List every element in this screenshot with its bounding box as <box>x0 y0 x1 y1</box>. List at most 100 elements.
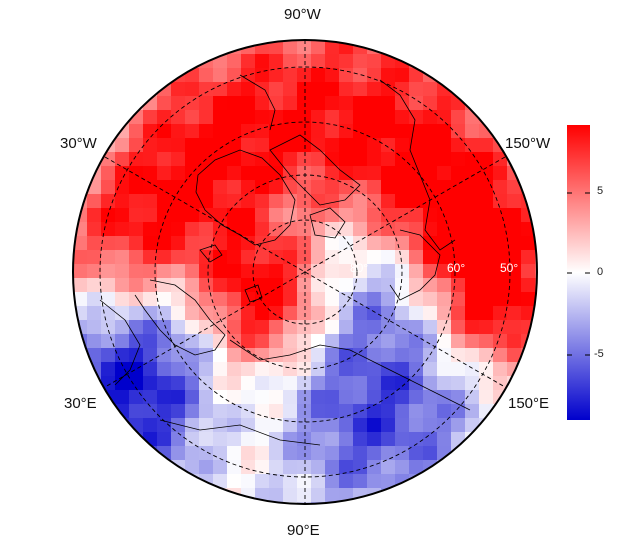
field-cell <box>157 348 172 363</box>
field-cell <box>283 362 298 377</box>
field-cell <box>339 208 354 223</box>
field-cell <box>115 208 130 223</box>
field-cell <box>199 208 214 223</box>
field-cell <box>73 278 88 293</box>
field-cell <box>269 166 284 181</box>
field-cell <box>395 208 410 223</box>
field-cell <box>493 180 508 195</box>
lon-label-bottom: 90°E <box>287 522 320 539</box>
field-cell <box>479 180 494 195</box>
field-cell <box>157 376 172 391</box>
field-cell <box>465 264 480 279</box>
field-cell <box>115 362 130 377</box>
field-cell <box>423 320 438 335</box>
latitude-labels: 80° 60° 50° <box>350 261 518 275</box>
field-cell <box>269 390 284 405</box>
field-cell <box>479 362 494 377</box>
latitude-circle <box>252 219 358 325</box>
field-cell <box>143 124 158 139</box>
field-cell <box>227 222 242 237</box>
field-cell <box>255 320 270 335</box>
field-cell <box>437 432 452 447</box>
lon-label-upper-right: 150°W <box>505 135 551 152</box>
field-cell <box>381 474 396 489</box>
field-cell <box>157 334 172 349</box>
field-cell <box>437 96 452 111</box>
field-cell <box>241 502 256 504</box>
field-cell <box>185 110 200 125</box>
field-cell <box>465 138 480 153</box>
field-cell <box>157 306 172 321</box>
field-cell <box>423 292 438 307</box>
field-cell <box>115 376 130 391</box>
field-cell <box>171 292 186 307</box>
field-cell <box>395 362 410 377</box>
field-cell <box>255 362 270 377</box>
field-cell <box>241 460 256 475</box>
lon-label-lower-right: 150°E <box>508 395 550 412</box>
field-cell <box>157 194 172 209</box>
field-cell <box>241 82 256 97</box>
field-cell <box>451 124 466 139</box>
field-cell <box>213 194 228 209</box>
field-cell <box>269 446 284 461</box>
field-cell <box>311 460 326 475</box>
field-cell <box>409 110 424 125</box>
field-cell <box>227 376 242 391</box>
field-cell <box>381 292 396 307</box>
field-cell <box>255 376 270 391</box>
field-cell <box>353 138 368 153</box>
field-cell <box>283 40 298 55</box>
field-cell <box>493 306 508 321</box>
field-cell <box>115 390 130 405</box>
field-cell <box>255 82 270 97</box>
coastline <box>199 244 223 263</box>
field-cell <box>269 404 284 419</box>
field-cell <box>269 40 284 55</box>
field-cell <box>101 362 116 377</box>
field-cell <box>213 264 228 279</box>
field-cell <box>115 236 130 251</box>
field-cell <box>465 348 480 363</box>
field-cell <box>255 418 270 433</box>
field-cell <box>227 208 242 223</box>
field-cell <box>185 250 200 265</box>
field-cell <box>507 250 522 265</box>
field-cell <box>115 348 130 363</box>
field-cell <box>227 54 242 69</box>
field-cell <box>381 460 396 475</box>
field-cell <box>423 278 438 293</box>
field-cell <box>297 474 312 489</box>
field-cell <box>213 152 228 167</box>
field-cell <box>395 250 410 265</box>
field-cell <box>297 166 312 181</box>
field-cell <box>339 376 354 391</box>
field-cell <box>311 124 326 139</box>
field-cell <box>339 306 354 321</box>
field-cell <box>339 222 354 237</box>
field-cell <box>241 264 256 279</box>
field-cell <box>255 502 270 504</box>
field-cell <box>199 446 214 461</box>
field-cell <box>395 96 410 111</box>
field-cell <box>143 376 158 391</box>
field-cell <box>171 348 186 363</box>
field-cell <box>507 180 522 195</box>
field-cell <box>213 166 228 181</box>
field-cell <box>437 68 452 83</box>
field-cell <box>241 96 256 111</box>
field-cell <box>101 194 116 209</box>
field-cell <box>283 54 298 69</box>
field-cell <box>465 404 480 419</box>
field-cell <box>423 432 438 447</box>
field-cell <box>143 138 158 153</box>
graticule <box>99 40 511 504</box>
field-cell <box>255 264 270 279</box>
field-cell <box>297 96 312 111</box>
field-cell <box>395 418 410 433</box>
latitude-circle <box>154 121 456 423</box>
field-cell <box>325 334 340 349</box>
field-cell <box>339 278 354 293</box>
field-cell <box>353 278 368 293</box>
field-cell <box>255 208 270 223</box>
